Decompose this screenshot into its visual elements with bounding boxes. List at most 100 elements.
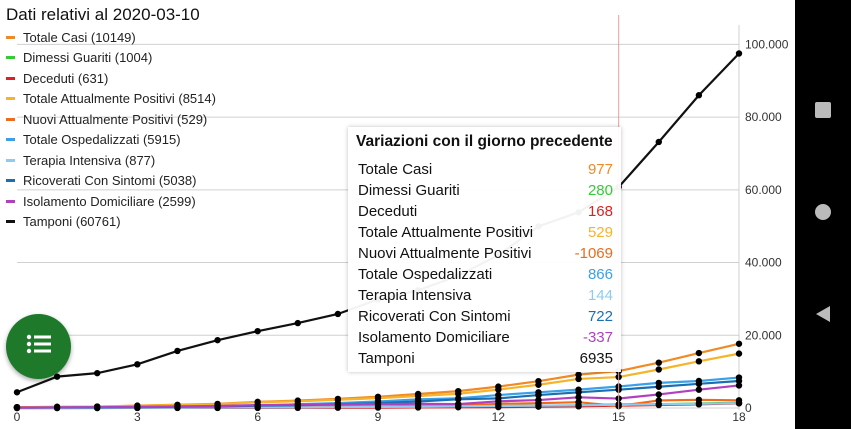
data-point — [655, 359, 662, 366]
circle-icon — [814, 203, 832, 226]
data-point — [214, 402, 221, 410]
legend-item: Totale Ospedalizzati (5915) — [6, 130, 216, 151]
legend-swatch — [6, 35, 15, 39]
data-point — [455, 390, 462, 397]
tooltip-row-label: Totale Casi — [358, 161, 433, 178]
tooltip-row-value: 280 — [587, 182, 613, 199]
data-point — [134, 403, 141, 411]
x-tick-label: 18 — [732, 410, 746, 424]
legend-label: Isolamento Domiciliare (2599) — [23, 193, 196, 209]
data-point — [495, 398, 502, 405]
y-tick-label: 20.000 — [745, 328, 782, 342]
tooltip-row: Nuovi Attualmente Positivi -1069 — [358, 245, 613, 266]
x-tick-label: 3 — [134, 410, 141, 424]
data-point — [655, 366, 662, 373]
tooltip-row-label: Dimessi Guariti — [358, 182, 460, 199]
legend-swatch — [6, 76, 15, 80]
list-menu-button[interactable] — [6, 314, 71, 379]
tooltip-row: Ricoverati Con Sintomi 722 — [358, 308, 613, 329]
tooltip-row-value: 722 — [587, 308, 613, 325]
data-point — [214, 336, 221, 344]
data-point — [174, 347, 181, 355]
legend-item: Isolamento Domiciliare (2599) — [6, 191, 216, 212]
data-point — [94, 403, 101, 411]
legend-swatch — [6, 220, 15, 224]
data-point — [535, 381, 542, 388]
data-point — [655, 391, 662, 398]
home-button[interactable] — [795, 194, 851, 234]
tooltip-row: Totale Casi 977 — [358, 161, 613, 182]
tooltip-row: Terapia Intensiva 144 — [358, 287, 613, 308]
data-point — [94, 369, 101, 377]
tooltip-title: Variazioni con il giorno precedente — [356, 133, 613, 150]
tooltip-row: Totale Attualmente Positivi 529 — [358, 224, 613, 245]
x-tick-label: 12 — [492, 410, 506, 424]
tooltip-row: Totale Ospedalizzati 866 — [358, 266, 613, 287]
tooltip-row-value: 144 — [587, 287, 613, 304]
recents-button[interactable] — [795, 92, 851, 132]
legend-label: Totale Attualmente Positivi (8514) — [23, 91, 216, 107]
x-tick-label: 6 — [254, 410, 261, 424]
chart-area[interactable]: 0 20.000 40.000 60.000 80.000 100.000 0 3 6 9 12 15… — [0, 0, 795, 429]
data-point — [334, 310, 342, 318]
legend-swatch — [6, 199, 15, 203]
data-point — [294, 401, 301, 408]
legend-item: Dimessi Guariti (1004) — [6, 48, 216, 69]
tooltip-row-label: Nuovi Attualmente Positivi — [358, 245, 532, 262]
legend-item: Tamponi (60761) — [6, 212, 216, 233]
legend-swatch — [6, 158, 15, 162]
legend-label: Totale Casi (10149) — [23, 29, 136, 45]
legend-label: Dimessi Guariti (1004) — [23, 50, 153, 66]
tooltip-row-value: 866 — [587, 266, 613, 283]
data-point — [735, 350, 743, 357]
data-point — [695, 380, 703, 388]
tooltip-row: Tamponi 6935 — [358, 350, 613, 371]
tooltip-row-value: -337 — [582, 329, 613, 346]
data-point — [695, 400, 703, 408]
y-tick-label: 0 — [745, 401, 752, 415]
tooltip-row-label: Totale Ospedalizzati — [358, 266, 493, 283]
legend-swatch — [6, 97, 15, 101]
chart-title: Dati relativi al 2020-03-10 — [6, 5, 200, 24]
data-point — [535, 391, 542, 399]
square-icon — [814, 101, 832, 124]
tooltip-row: Dimessi Guariti 280 — [358, 182, 613, 203]
data-point — [134, 361, 141, 368]
axis: 0 20.000 40.000 60.000 80.000 100.000 0 3 6 9 12 15… — [14, 25, 789, 424]
legend: Totale Casi (10149) Dimessi Guariti (1004… — [6, 27, 216, 232]
tooltip-row-label: Tamponi — [358, 350, 415, 367]
back-button[interactable] — [795, 296, 851, 336]
data-point — [695, 358, 703, 365]
legend-item: Deceduti (631) — [6, 68, 216, 89]
data-point — [53, 373, 61, 380]
data-point — [735, 50, 743, 57]
x-tick-label: 9 — [375, 410, 382, 424]
tooltip-row-value: 6935 — [579, 350, 613, 367]
data-point — [735, 399, 743, 407]
legend-label: Tamponi (60761) — [23, 214, 121, 230]
data-point — [695, 349, 703, 357]
tooltip-row-value: 977 — [587, 161, 613, 178]
tooltip-row-label: Deceduti — [358, 203, 418, 220]
data-point — [254, 327, 261, 335]
tooltip-row-label: Totale Attualmente Positivi — [358, 224, 534, 241]
legend-label: Deceduti (631) — [23, 70, 109, 86]
data-point — [695, 92, 703, 99]
legend-item: Totale Attualmente Positivi (8514) — [6, 89, 216, 110]
data-point — [455, 396, 462, 403]
tooltip-row-value: 529 — [587, 224, 613, 241]
tooltip-row-value: 168 — [587, 203, 613, 220]
y-tick-label: 100.000 — [745, 37, 789, 51]
data-point — [735, 340, 743, 347]
android-nav-bar — [795, 0, 851, 429]
data-point — [535, 396, 542, 404]
data-point — [495, 402, 502, 410]
data-point — [174, 403, 181, 410]
data-point — [575, 394, 582, 401]
tooltip-variations: Variazioni con il giorno precedente Tota… — [348, 127, 621, 372]
data-point — [414, 400, 422, 407]
legend-swatch — [6, 138, 15, 142]
data-point — [455, 400, 462, 408]
data-point — [655, 138, 662, 146]
data-point — [695, 386, 703, 393]
